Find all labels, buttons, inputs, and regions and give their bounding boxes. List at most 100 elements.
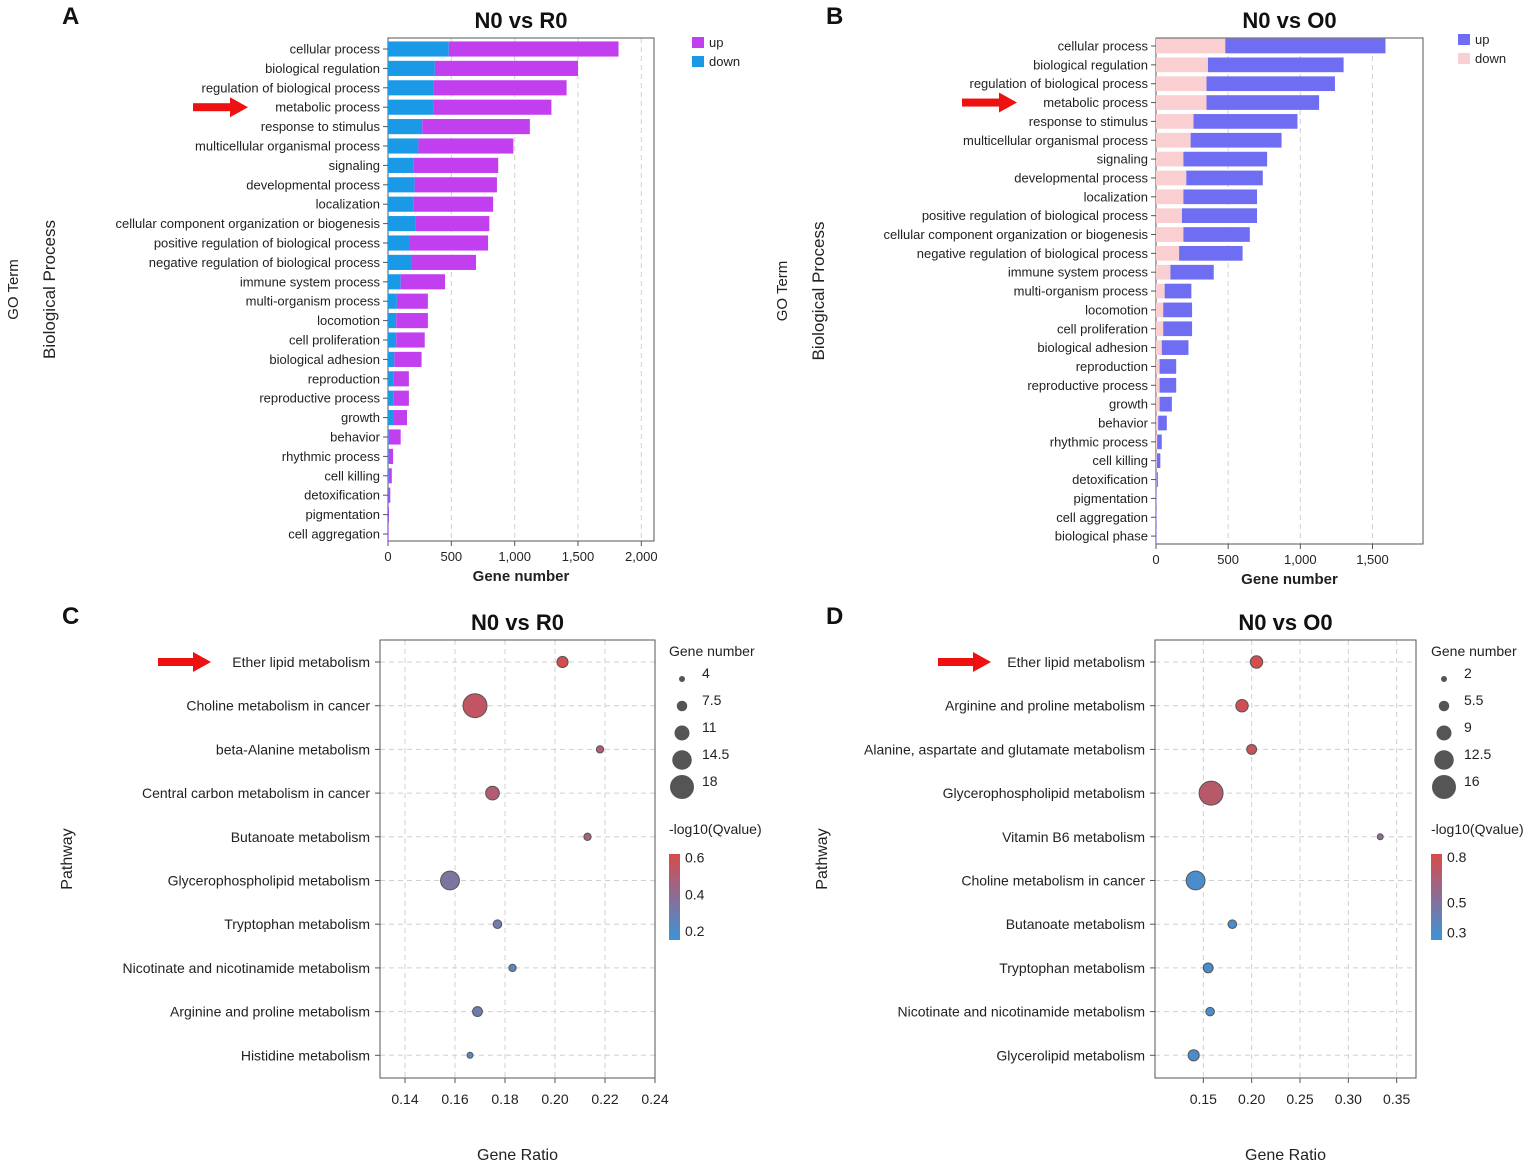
bar-up <box>1157 434 1162 450</box>
color-tick-label: 0.8 <box>1447 849 1467 865</box>
bar-up <box>388 429 401 445</box>
x-tick-label: 500 <box>1217 552 1239 567</box>
arrow-shaft <box>158 658 195 666</box>
bar-up <box>413 157 499 173</box>
bar-up <box>1193 114 1298 129</box>
size-legend-circle <box>679 676 685 682</box>
category-label: metabolic process <box>1043 95 1148 110</box>
category-label: localization <box>1084 189 1148 204</box>
category-label: immune system process <box>240 274 381 289</box>
bar-down <box>1156 114 1194 129</box>
bar-up <box>1156 472 1158 487</box>
pathway-label: Glycerophospholipid metabolism <box>943 785 1145 801</box>
pathway-label: Vitamin B6 metabolism <box>1002 829 1145 845</box>
x-tick-label: 0.15 <box>1190 1091 1217 1107</box>
bar-up <box>396 293 428 309</box>
bar-down <box>388 487 389 503</box>
pathway-label: Arginine and proline metabolism <box>170 1004 370 1020</box>
color-tick-label: 0.6 <box>685 850 705 866</box>
x-axis-label: Gene number <box>473 568 570 585</box>
x-axis-label: Gene number <box>1241 571 1338 588</box>
bar-down <box>388 41 449 57</box>
pathway-point <box>1187 1049 1200 1062</box>
category-label: pigmentation <box>1074 491 1148 506</box>
size-legend-label: 9 <box>1464 719 1472 735</box>
x-tick-label: 0.20 <box>541 1091 568 1107</box>
bar-up <box>1159 359 1177 374</box>
category-label: developmental process <box>1014 170 1148 185</box>
bar-down <box>1156 359 1160 374</box>
bar-down <box>1156 264 1171 280</box>
size-legend-circle <box>1434 750 1454 770</box>
x-tick-label: 0.18 <box>491 1091 518 1107</box>
legend-swatch-down <box>692 56 704 67</box>
bar-up <box>1163 321 1193 337</box>
bar-down <box>1156 76 1207 92</box>
category-label: signaling <box>329 158 380 173</box>
bar-down <box>388 410 394 426</box>
category-label: multicellular organismal process <box>195 139 380 154</box>
pathway-label: Choline metabolism in cancer <box>961 873 1145 889</box>
x-tick-label: 0.20 <box>1238 1091 1265 1107</box>
pathway-point <box>1202 962 1214 974</box>
bar-up <box>448 41 619 57</box>
pathway-point <box>1376 833 1384 841</box>
color-legend-title: -log10(Qvalue) <box>1431 821 1524 837</box>
arrow-head <box>999 92 1017 113</box>
category-label: cell proliferation <box>1057 321 1148 336</box>
size-legend-title: Gene number <box>1431 643 1517 659</box>
bar-down <box>1156 189 1184 205</box>
category-label: cellular process <box>1058 39 1149 54</box>
bar-up <box>1156 491 1157 506</box>
bar-down <box>388 80 434 96</box>
category-label: cellular process <box>290 42 381 57</box>
category-label: locomotion <box>1085 302 1148 317</box>
bar-up <box>393 371 409 387</box>
category-label: developmental process <box>246 177 380 192</box>
bar-up <box>1156 528 1157 544</box>
bar-up <box>413 196 494 212</box>
category-label: pigmentation <box>306 507 380 522</box>
bar-up <box>422 119 530 135</box>
pathway-label: Histidine metabolism <box>241 1047 370 1063</box>
category-label: rhythmic process <box>282 449 381 464</box>
category-label: cellular component organization or bioge… <box>116 216 381 231</box>
bar-down <box>1156 245 1180 261</box>
y-axis-label: Pathway <box>59 828 76 889</box>
category-label: biological regulation <box>265 61 380 76</box>
size-legend-label: 12.5 <box>1464 746 1491 762</box>
bar-down <box>1156 472 1157 487</box>
size-legend-label: 4 <box>702 665 710 681</box>
chart-title: N0 vs O0 <box>1242 8 1336 33</box>
category-label: cell killing <box>324 468 380 483</box>
bar-up <box>1206 95 1320 110</box>
bar-up <box>411 254 477 270</box>
category-label: localization <box>316 197 380 212</box>
category-label: reproductive process <box>259 391 380 406</box>
bar-up <box>394 351 422 367</box>
pathway-label: Butanoate metabolism <box>1006 916 1145 932</box>
bar-up <box>1206 76 1335 92</box>
category-label: detoxification <box>1072 472 1148 487</box>
x-tick-label: 1,500 <box>1356 552 1389 567</box>
bar-down <box>388 157 414 173</box>
size-legend-circle <box>676 700 688 712</box>
y-axis-label: GO Term <box>5 259 22 320</box>
bar-down <box>388 448 389 464</box>
bar-down <box>1156 283 1165 299</box>
dot-plot-D: Ether lipid metabolism Arginine and proli… <box>814 610 1524 1160</box>
pathway-point <box>466 1051 474 1059</box>
pathway-label: Nicotinate and nicotinamide metabolism <box>898 1004 1145 1020</box>
color-tick-label: 0.4 <box>685 886 705 902</box>
x-tick-label: 0 <box>384 549 391 564</box>
size-legend-label: 2 <box>1464 665 1472 681</box>
arrow-head <box>230 97 248 118</box>
legend-swatch-up <box>1458 34 1470 45</box>
category-label: growth <box>1109 397 1148 412</box>
bar-down <box>1156 227 1184 242</box>
bar-up <box>1159 396 1172 412</box>
x-tick-label: 0.35 <box>1383 1091 1410 1107</box>
category-label: reproduction <box>1076 359 1148 374</box>
pathway-label: beta-Alanine metabolism <box>216 741 370 757</box>
bar-down <box>1156 434 1158 450</box>
